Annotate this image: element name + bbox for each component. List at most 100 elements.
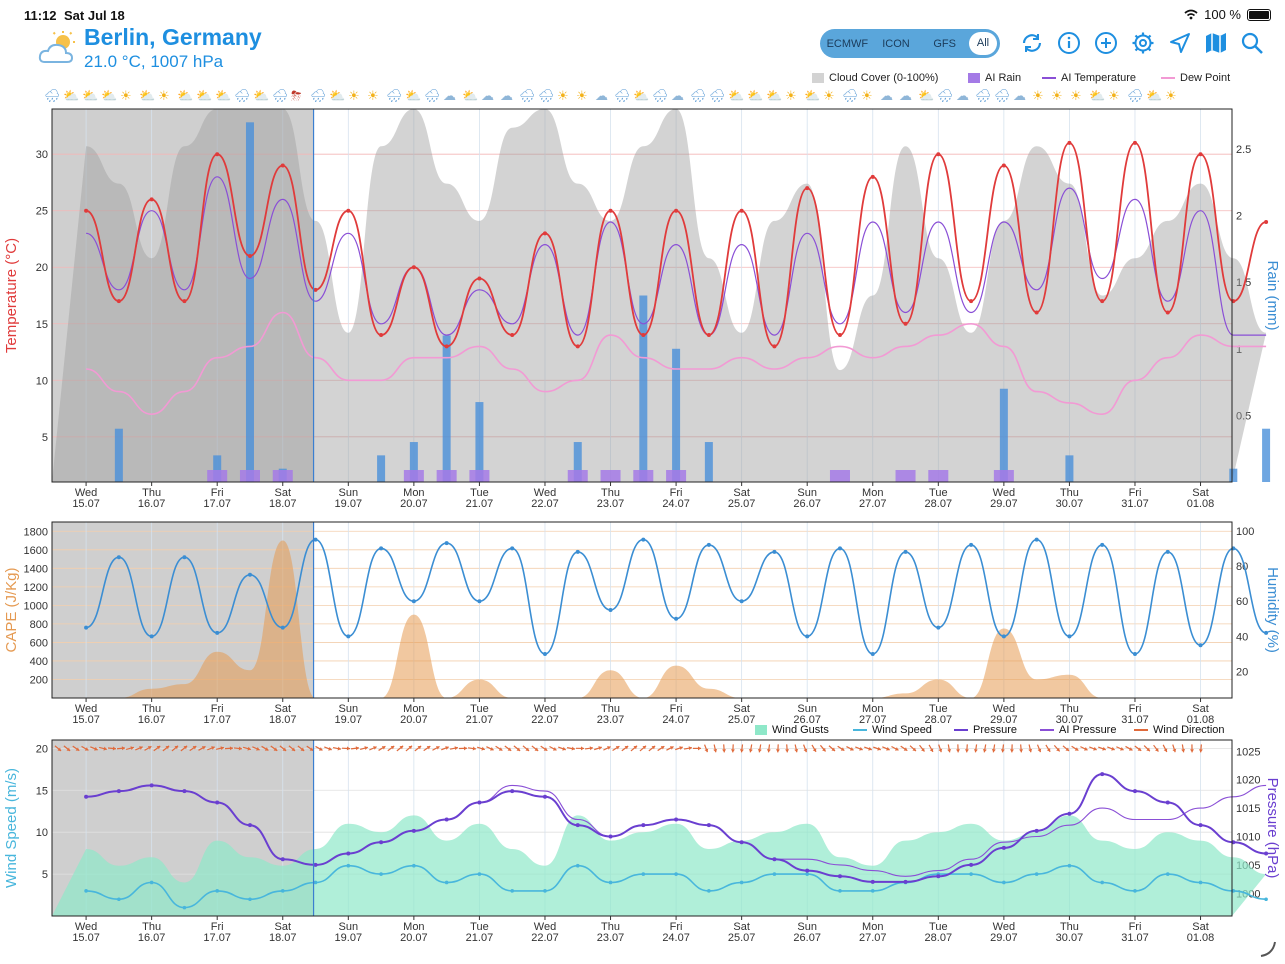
wind-direction-arrow-head [580,746,584,751]
wind-direction-arrow-head [1111,746,1115,751]
wind-direction-arrow-head [956,749,961,753]
wind-direction-arrow [224,746,234,751]
x-tick-date: 24.07 [662,932,690,944]
temperature-point [837,333,842,338]
wind-direction-arrow [242,746,252,751]
wind-direction-arrow [315,745,323,751]
temperature-point [346,208,351,213]
y-tick-label: 400 [30,656,48,668]
x-tick-day: Wed [993,703,1015,715]
temperature-point [444,344,449,349]
plot-frame [51,521,1233,699]
model-option-ecmwf[interactable]: ECMWF [826,37,869,50]
wind-direction-arrow [1045,744,1051,753]
wind-direction-arrow-head [785,749,790,753]
wind-direction-arrow-head [669,746,674,750]
wind-direction-arrow-head [238,746,242,751]
dew-point-line [86,311,1267,416]
temperature-point [379,333,384,338]
sun-icon: ☀ [367,88,379,103]
info-icon[interactable] [1057,31,1081,55]
ai-rain-bar [403,470,424,482]
sun-icon: ☀ [557,88,569,103]
wind-direction-arrow [621,745,629,752]
refresh-icon[interactable] [1020,31,1044,55]
wind-direction-arrow [748,744,753,753]
pressure-point [706,823,711,828]
wind-speed-point [84,889,88,893]
wind-direction-arrow-head [589,746,593,751]
cloud-icon: ☁ [595,88,608,103]
humidity-point [379,546,384,551]
wind-direction-arrow-head [877,746,881,751]
x-tick-day: Wed [534,703,556,715]
ai-rain-bar [829,470,850,482]
wind-direction-arrow [775,744,780,753]
pressure-point [936,874,941,879]
add-icon[interactable] [1094,31,1118,55]
wind-direction-arrow [1143,745,1151,752]
sun-cloud-icon: ⛅ [462,88,479,103]
y-tick-label: 5 [42,432,48,444]
wind-direction-arrow [171,745,179,752]
wind-direction-arrow [739,744,744,753]
x-tick-day: Wed [534,921,556,933]
wind-direction-arrow [846,746,854,751]
wind-direction-arrow [378,745,386,751]
y2-axis-title: Pressure (hPa) [1264,778,1281,879]
wind-direction-arrow-head [543,747,548,751]
wind-direction-arrow-head [94,746,98,751]
plot-frame [51,108,1233,483]
y2-tick-label: 100 [1236,526,1254,538]
wind-direction-arrow-head [1084,747,1088,751]
wind-direction-arrow-head [300,747,305,751]
sun-cloud-icon: ⛅ [405,88,422,103]
location-icon[interactable] [1168,31,1192,55]
wind-direction-arrow-head [1093,746,1097,751]
wind-direction-arrow [730,744,735,753]
location-title[interactable]: Berlin, Germany [84,24,262,50]
cloud-rain-icon: 🌧 [310,88,327,103]
wind-speed-point [117,897,121,902]
model-selector[interactable]: ECMWF ICON GFS All [820,29,1000,58]
model-option-all[interactable]: All [969,32,998,55]
wind-direction-arrow [675,746,683,751]
pressure-point [1264,851,1269,856]
wind-direction-arrow-head [633,745,638,750]
y-tick-label: 15 [36,785,48,797]
wind-direction-arrow [947,744,952,753]
pressure-point [1100,772,1105,777]
wind-direction-arrow-head [130,746,134,751]
temperature-point [1001,163,1006,168]
status-time: 11:12 [24,8,57,23]
search-icon[interactable] [1240,31,1264,55]
wind-direction-arrow [982,744,987,753]
wind-direction-arrow [387,745,395,752]
x-tick-day: Sun [797,487,817,499]
wind-speed-point [772,872,777,876]
ai-rain-bar [895,470,916,482]
wind-direction-arrow [549,745,557,751]
wind-direction-arrow [864,746,872,751]
wind-direction-arrow [855,746,863,751]
sun-cloud-icon: ⛅ [918,88,935,103]
model-option-icon[interactable]: ICON [882,37,910,50]
cloud-rain-icon: 🌧 [975,88,992,103]
pressure-point [411,828,416,833]
wind-direction-arrow [135,746,143,751]
wind-direction-arrow-head [1128,747,1133,751]
x-tick-day: Fri [670,703,683,715]
wind-speed-point [1002,880,1006,885]
wind-direction-arrow-head [399,745,404,750]
settings-icon[interactable] [1131,31,1155,55]
wind-direction-arrow-head [766,749,771,753]
wind-direction-arrow-head [156,746,161,750]
model-option-gfs[interactable]: GFS [933,37,956,50]
map-icon[interactable] [1204,31,1228,55]
sun-cloud-icon: ⛅ [101,88,118,103]
cloud-rain-icon: 🌧 [842,88,859,103]
x-tick-day: Sun [797,703,817,715]
x-tick-date: 23.07 [597,932,625,944]
wind-speed-point [444,880,449,885]
y-tick-label: 1000 [24,600,48,612]
